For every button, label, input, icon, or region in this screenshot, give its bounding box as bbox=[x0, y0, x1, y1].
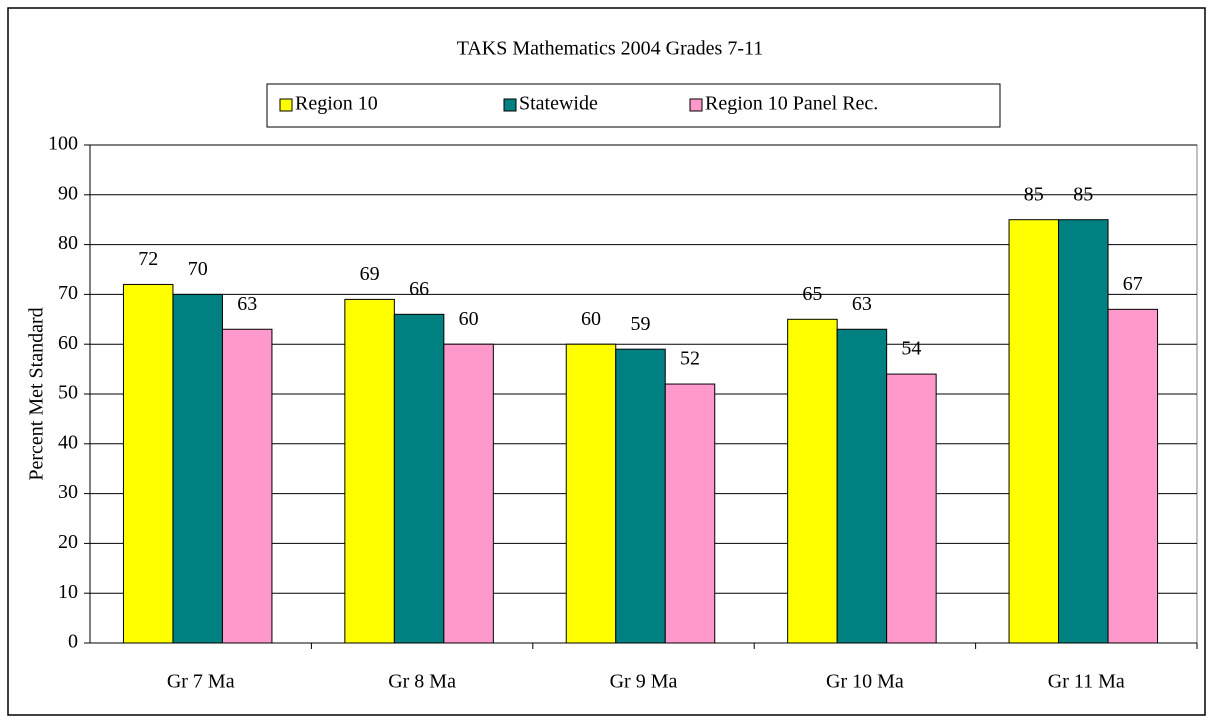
bar bbox=[886, 373, 937, 644]
data-label: 85 bbox=[1073, 183, 1093, 205]
data-label: 59 bbox=[631, 313, 651, 335]
bar bbox=[443, 343, 494, 644]
data-label: 72 bbox=[138, 248, 158, 270]
data-label: 69 bbox=[360, 263, 380, 285]
x-tick-label: Gr 8 Ma bbox=[388, 671, 456, 693]
legend-swatch bbox=[503, 98, 517, 112]
bar bbox=[221, 328, 273, 644]
bar bbox=[664, 383, 716, 644]
bar bbox=[1058, 219, 1109, 644]
data-label: 60 bbox=[459, 308, 479, 330]
x-tick-label: Gr 7 Ma bbox=[167, 671, 235, 693]
y-tick-label: 80 bbox=[58, 232, 78, 254]
bar bbox=[393, 313, 445, 644]
y-tick-label: 0 bbox=[68, 631, 78, 653]
data-label: 63 bbox=[852, 293, 872, 315]
y-tick-label: 40 bbox=[58, 431, 78, 453]
data-label: 67 bbox=[1123, 273, 1143, 295]
data-label: 52 bbox=[680, 348, 700, 370]
bar bbox=[836, 328, 888, 644]
bar bbox=[787, 318, 838, 644]
y-tick-label: 60 bbox=[58, 332, 78, 354]
legend-swatch bbox=[279, 98, 293, 112]
x-tick-label: Gr 11 Ma bbox=[1048, 671, 1125, 693]
data-label: 85 bbox=[1024, 183, 1044, 205]
bar bbox=[565, 343, 617, 644]
y-tick-label: 10 bbox=[58, 581, 78, 603]
data-label: 54 bbox=[901, 338, 921, 360]
data-label: 70 bbox=[188, 258, 208, 280]
y-tick-label: 90 bbox=[58, 182, 78, 204]
legend bbox=[266, 83, 1001, 128]
data-label: 66 bbox=[409, 278, 429, 300]
y-tick-label: 100 bbox=[48, 133, 78, 155]
legend-label: Region 10 Panel Rec. bbox=[705, 93, 878, 115]
legend-label: Region 10 bbox=[295, 93, 378, 115]
y-tick-label: 30 bbox=[58, 481, 78, 503]
legend-swatch bbox=[689, 98, 703, 112]
legend-label: Statewide bbox=[519, 93, 598, 115]
bar bbox=[1008, 219, 1060, 644]
bar bbox=[344, 298, 395, 644]
chart-title: TAKS Mathematics 2004 Grades 7-11 bbox=[457, 38, 763, 60]
x-tick-label: Gr 10 Ma bbox=[826, 671, 904, 693]
data-label: 65 bbox=[802, 283, 822, 305]
y-tick-label: 70 bbox=[58, 282, 78, 304]
bar bbox=[1107, 308, 1159, 644]
y-tick-label: 20 bbox=[58, 531, 78, 553]
x-tick-label: Gr 9 Ma bbox=[610, 671, 678, 693]
data-label: 60 bbox=[581, 308, 601, 330]
bar bbox=[172, 293, 223, 644]
bar bbox=[122, 283, 174, 644]
data-label: 63 bbox=[237, 293, 257, 315]
bar bbox=[615, 348, 666, 644]
y-tick-label: 50 bbox=[58, 382, 78, 404]
y-axis-label: Percent Met Standard bbox=[26, 307, 48, 480]
